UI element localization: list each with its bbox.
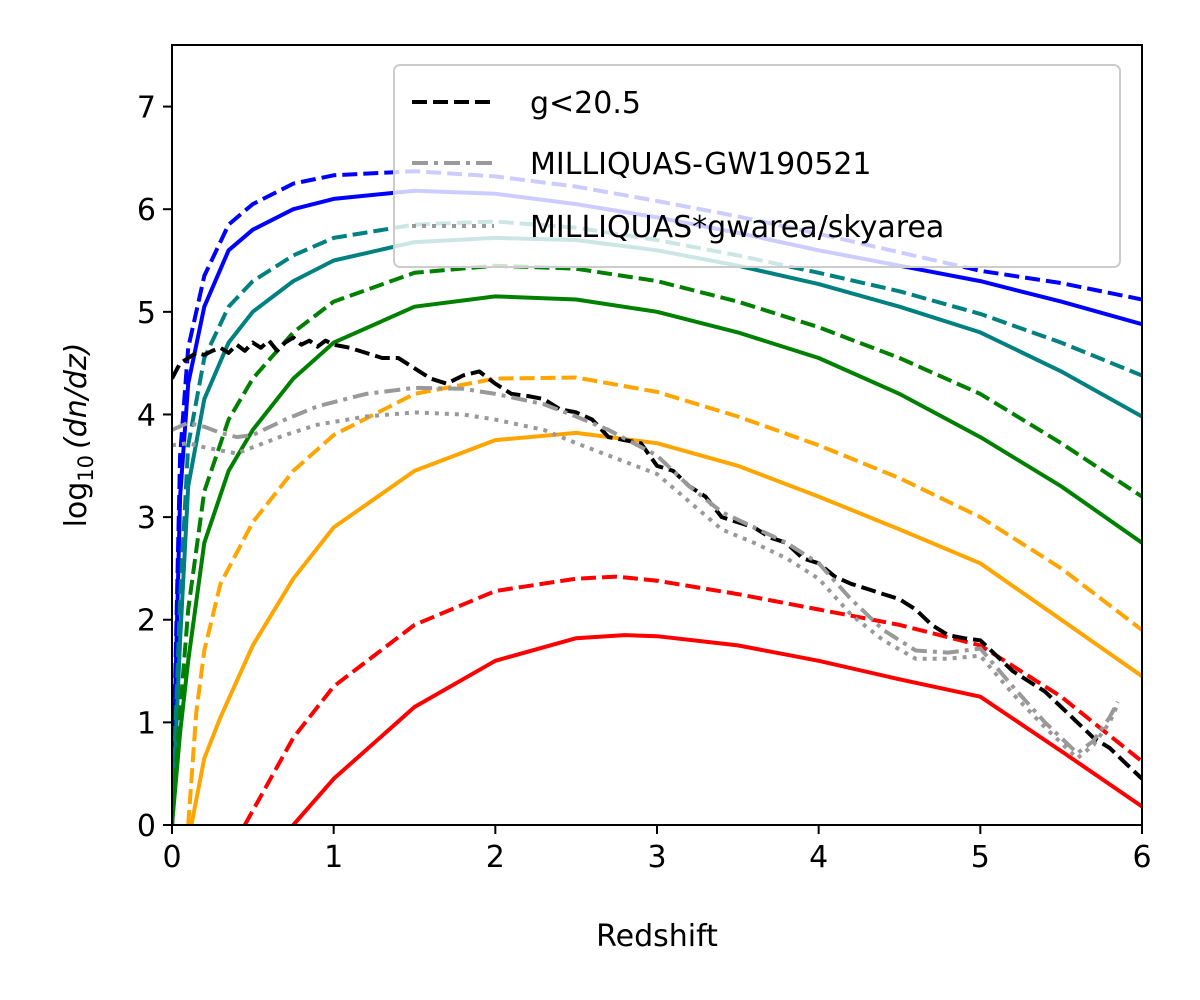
legend-label-1: MILLIQUAS-GW190521	[530, 147, 872, 182]
series-line-2	[172, 219, 1142, 825]
x-tick-label-6: 6	[1132, 840, 1151, 875]
legend: g<20.5 MILLIQUAS-GW190521 MILLIQUAS*gwar…	[393, 64, 1121, 268]
y-tick-label-5: 5	[137, 296, 156, 331]
series-line-12	[172, 410, 1120, 761]
series-line-8	[243, 574, 1142, 825]
y-tick-label-7: 7	[137, 91, 156, 126]
series-line-6	[186, 375, 1142, 825]
x-tick-label-3: 3	[647, 840, 666, 875]
y-tick-label-6: 6	[137, 193, 156, 228]
y-axis-label-sub: 10	[74, 455, 98, 482]
y-tick-label-4: 4	[137, 398, 156, 433]
x-tick-label-4: 4	[809, 840, 828, 875]
series-line-10	[172, 335, 1142, 781]
legend-label-2: MILLIQUAS*gwarea/skyarea	[530, 210, 944, 245]
x-tick-label-1: 1	[324, 840, 343, 875]
y-axis-label: log10 (dn/dz)	[59, 343, 98, 528]
x-axis-label: Redshift	[596, 919, 718, 954]
series-line-4	[172, 263, 1142, 825]
legend-box	[393, 64, 1121, 268]
series-line-5	[172, 294, 1142, 825]
series-line-11	[172, 385, 1120, 756]
ticks-layer: 0 1 2 3 4 5 6 0 1 2 3 4 5 6 7	[137, 91, 1152, 875]
y-tick-label-3: 3	[137, 501, 156, 536]
legend-label-0: g<20.5	[530, 86, 641, 121]
x-tick-label-2: 2	[486, 840, 505, 875]
x-tick-label-5: 5	[971, 840, 990, 875]
series-line-9	[291, 633, 1142, 825]
y-tick-label-2: 2	[137, 604, 156, 639]
y-tick-label-1: 1	[137, 706, 156, 741]
x-tick-label-0: 0	[162, 840, 181, 875]
y-tick-label-0: 0	[137, 809, 156, 844]
series-line-7	[189, 430, 1142, 825]
y-axis-label-expr: (dn/dz)	[59, 343, 94, 449]
y-axis-label-base: log	[59, 482, 94, 528]
